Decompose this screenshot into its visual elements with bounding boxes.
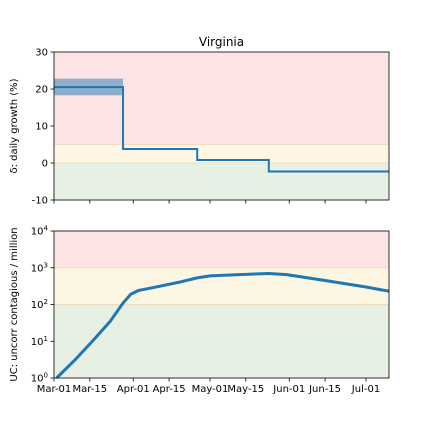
growth-y-tick-label-1: 0	[42, 159, 48, 170]
x-tick-label-0: Mar-01	[37, 384, 72, 395]
contagious-y-tick-label-2: 102	[31, 298, 48, 311]
growth-band-0	[54, 163, 389, 200]
chart-title: Virginia	[199, 35, 244, 49]
growth-bands	[54, 52, 389, 200]
contagious-band-lines	[54, 267, 389, 305]
contagious-panel: 100 101 102 103 104 Mar-01 Mar-15 Apr-01 Apr-15…	[9, 225, 390, 395]
x-tick-label-3: Apr-15	[153, 384, 186, 395]
contagious-bands	[54, 231, 389, 378]
growth-band-2	[54, 52, 389, 145]
contagious-y-tick-label-4: 104	[31, 225, 49, 238]
growth-y-axis-label: δ: daily growth (%)	[9, 78, 20, 173]
contagious-y-axis-label: UC: uncorr contagious / million	[9, 227, 20, 381]
growth-y-tick-label-3: 20	[35, 85, 48, 96]
growth-y-tick-label-0: -10	[32, 196, 48, 207]
growth-y-tick-label-2: 10	[35, 122, 48, 133]
contagious-y-tick-label-3: 103	[31, 261, 48, 274]
x-tick-label-2: Apr-01	[117, 384, 150, 395]
contagious-band-1	[54, 267, 389, 305]
x-tick-label-4: May-01	[192, 384, 229, 395]
contagious-y-tick-label-1: 101	[31, 335, 48, 348]
contagious-y-ticks: 100 101 102 103 104	[31, 225, 54, 385]
growth-step-line	[54, 86, 389, 173]
growth-y-tick-label-4: 30	[35, 48, 48, 59]
x-tick-label-1: Mar-15	[73, 384, 108, 395]
growth-panel: -10 0 10 20 30 Virginia δ: daily growth (%)	[9, 35, 390, 207]
contagious-line	[55, 271, 390, 380]
growth-band-lines	[54, 144, 389, 164]
x-tick-label-6: Jun-01	[272, 384, 305, 395]
contagious-band-2	[54, 231, 389, 268]
x-tick-label-8: Jul-01	[351, 384, 380, 395]
contagious-band-0	[54, 304, 389, 378]
x-tick-label-7: Jun-15	[308, 384, 341, 395]
contagious-y-tick-label-0: 100	[31, 372, 48, 385]
x-tick-label-5: May-15	[227, 384, 264, 395]
growth-x-ticks	[53, 200, 367, 204]
growth-y-ticks: -10 0 10 20 30	[32, 48, 54, 207]
